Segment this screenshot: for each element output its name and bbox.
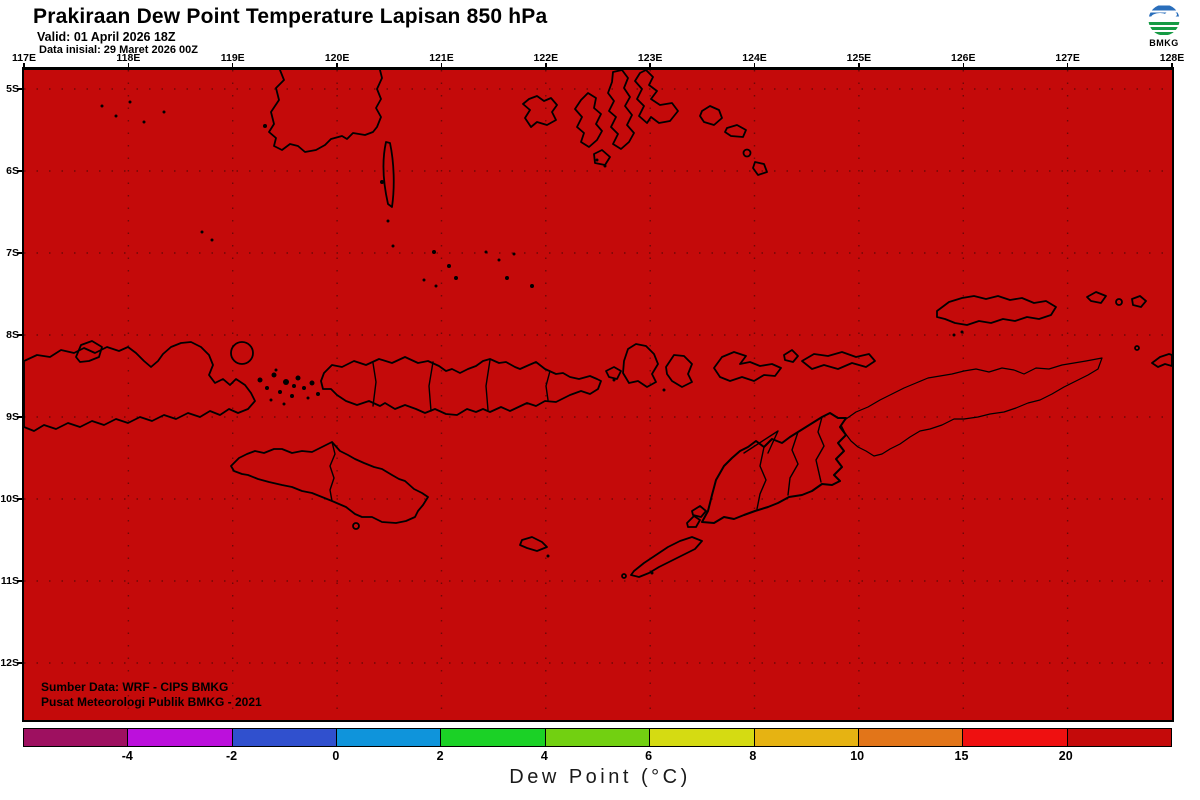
- lon-axis-tick: [753, 63, 756, 68]
- lon-axis-label: 120E: [324, 52, 350, 64]
- colorbar-tick-label: 0: [332, 749, 340, 763]
- map-graphics: [24, 70, 1172, 720]
- colorbar-segment: [754, 729, 859, 746]
- lon-axis-tick: [1066, 63, 1069, 68]
- lon-axis-tick: [1171, 63, 1173, 68]
- colorbar-segment: [963, 729, 1068, 746]
- colorbar-tick-label: 8: [749, 749, 757, 763]
- lat-axis-label: 10S: [0, 493, 19, 505]
- lon-axis-label: 123E: [637, 52, 663, 64]
- lon-axis-tick: [23, 63, 25, 68]
- colorbar-segment: [858, 729, 964, 746]
- small-islands: [100, 100, 964, 575]
- colorbar-segment: [24, 729, 129, 746]
- lon-axis-tick: [231, 63, 234, 68]
- lon-axis-label: 125E: [846, 52, 872, 64]
- colorbar-segment: [128, 729, 233, 746]
- colorbar-title: Dew Point (°C): [509, 766, 691, 788]
- forecast-map-canvas: Sumber Data: WRF - CIPS BMKG Pusat Meteo…: [22, 67, 1174, 722]
- colorbar: [23, 728, 1172, 747]
- lat-axis-label: 7S: [6, 247, 19, 259]
- colorbar-tick-label: 2: [436, 749, 444, 763]
- lat-axis-tick: [17, 334, 22, 336]
- lat-axis-label: 5S: [6, 83, 19, 95]
- colorbar-segment: [545, 729, 651, 746]
- lon-axis-label: 124E: [742, 52, 767, 64]
- colorbar-segment: [1067, 729, 1171, 746]
- lon-axis-label: 127E: [1055, 52, 1080, 64]
- colorbar-tick-label: -2: [225, 749, 238, 763]
- lon-axis-label: 119E: [220, 52, 245, 64]
- lat-axis-tick: [17, 580, 22, 582]
- lon-axis-label: 122E: [533, 52, 559, 64]
- lat-axis-tick: [17, 88, 22, 90]
- lat-axis-tick: [17, 170, 22, 172]
- lon-axis-tick: [858, 63, 860, 68]
- lon-axis-label: 117E: [12, 52, 36, 64]
- lat-axis-label: 6S: [6, 165, 19, 177]
- lat-axis-tick: [17, 252, 22, 254]
- colorbar-segment: [650, 729, 755, 746]
- colorbar-segment: [232, 729, 338, 746]
- valid-time-label: Valid: 01 April 2026 18Z: [37, 30, 176, 44]
- colorbar-tick-label: 15: [954, 749, 969, 763]
- lon-axis-label: 128E: [1159, 52, 1185, 64]
- attribution-line-2: Pusat Meteorologi Publik BMKG - 2021: [41, 695, 262, 709]
- colorbar-tick-label: 4: [540, 749, 548, 763]
- lat-axis-tick: [17, 498, 22, 500]
- lat-axis-tick: [17, 416, 22, 418]
- colorbar-segment: [337, 729, 442, 746]
- coastlines: [24, 70, 1172, 579]
- lat-axis-label: 9S: [6, 411, 19, 423]
- lat-axis-tick: [17, 662, 22, 664]
- attribution-line-1: Sumber Data: WRF - CIPS BMKG: [41, 680, 229, 694]
- lat-axis-label: 8S: [6, 329, 19, 341]
- colorbar-segment: [441, 729, 546, 746]
- lat-axis-label: 11S: [0, 575, 19, 587]
- graticule-grid: [24, 70, 1172, 720]
- initial-data-label: Data inisial: 29 Maret 2026 00Z: [39, 44, 198, 56]
- lon-axis-tick: [649, 63, 651, 68]
- lat-axis-label: 12S: [0, 657, 19, 669]
- colorbar-tick-label: 20: [1058, 749, 1073, 763]
- lon-axis-label: 121E: [429, 52, 454, 64]
- lon-axis-tick: [336, 63, 338, 68]
- lon-axis-tick: [545, 63, 547, 68]
- lon-axis-label: 118E: [116, 52, 141, 64]
- colorbar-tick-label: 10: [850, 749, 865, 763]
- bmkg-logo-icon: [1148, 4, 1180, 36]
- colorbar-tick-label: 6: [645, 749, 653, 763]
- lon-axis-tick: [440, 63, 443, 68]
- lon-axis-label: 126E: [951, 52, 976, 64]
- lon-axis-tick: [127, 63, 130, 68]
- lon-axis-tick: [962, 63, 965, 68]
- attribution: Sumber Data: WRF - CIPS BMKG Pusat Meteo…: [41, 680, 262, 710]
- colorbar-tick-label: -4: [121, 749, 133, 763]
- bmkg-logo-caption: BMKG: [1149, 38, 1179, 48]
- page-title: Prakiraan Dew Point Temperature Lapisan …: [33, 5, 548, 28]
